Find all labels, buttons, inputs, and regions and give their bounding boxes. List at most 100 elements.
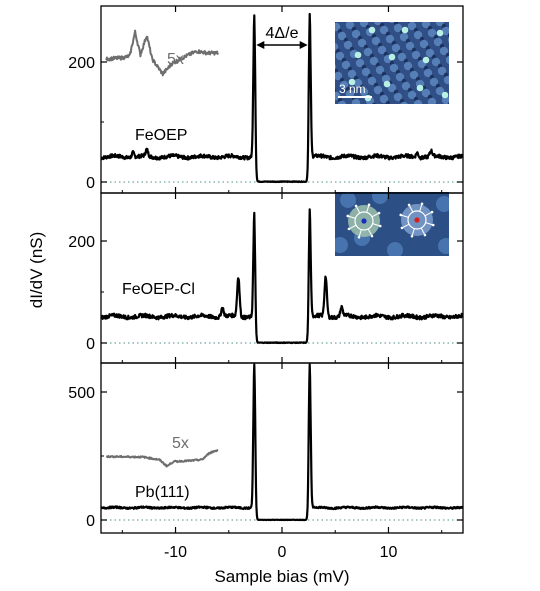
lattice-hole — [372, 102, 376, 104]
lattice-hole — [514, 63, 518, 67]
lattice-hole — [318, 91, 322, 95]
lattice-hole — [458, 71, 462, 75]
lattice-spot — [482, 41, 490, 49]
lattice-spot — [337, 31, 347, 41]
molecule-bond — [355, 205, 361, 214]
lattice-spot — [476, 101, 484, 109]
lattice-hole — [450, 13, 454, 17]
lattice-hole — [410, 0, 414, 3]
molecule-atom — [347, 227, 351, 231]
lattice-spot — [252, 0, 260, 3]
lattice-hole — [344, 107, 348, 111]
lattice-spot — [391, 43, 401, 53]
bright-molecule — [388, 53, 396, 61]
lattice-spot — [314, 65, 322, 73]
background-molecule — [340, 192, 356, 208]
lattice-hole — [447, 33, 449, 37]
lattice-hole — [468, 109, 472, 113]
lattice-hole — [502, 114, 506, 118]
lattice-spot — [288, 49, 296, 57]
lattice-hole — [536, 119, 540, 123]
lattice-spot — [350, 119, 358, 127]
lattice-spot — [466, 63, 474, 71]
lattice-hole — [494, 125, 498, 129]
lattice-hole — [488, 47, 492, 51]
lattice-hole — [298, 15, 302, 19]
lattice-spot — [526, 15, 534, 23]
lattice-hole — [300, 64, 304, 68]
lattice-spot — [406, 111, 414, 119]
lattice-hole — [486, 67, 490, 71]
lattice-spot — [452, 0, 460, 4]
magnified-trace-3 — [105, 448, 219, 468]
magnification-label: 5x — [167, 51, 184, 68]
lattice-spot — [375, 65, 385, 75]
lattice-spot — [484, 90, 492, 98]
lattice-spot — [320, 74, 328, 82]
lattice-hole — [330, 40, 334, 44]
lattice-spot — [286, 0, 294, 8]
molecule-bond — [401, 223, 410, 229]
lattice-spot — [351, 29, 361, 39]
lattice-spot — [409, 70, 419, 80]
lattice-hole — [466, 129, 470, 133]
lattice-spot — [388, 103, 392, 104]
lattice-spot — [355, 58, 365, 68]
lattice-spot — [432, 127, 440, 135]
lattice-hole — [422, 17, 426, 21]
lattice-spot — [478, 12, 486, 20]
molecule-ring — [407, 210, 427, 230]
lattice-hole — [362, 134, 366, 138]
molecule-atom — [377, 211, 381, 215]
lattice-spot — [413, 30, 423, 40]
lattice-hole — [478, 78, 482, 82]
lattice-spot — [336, 121, 344, 129]
lattice-spot — [516, 115, 524, 123]
lattice-spot — [397, 52, 407, 62]
background-molecule — [387, 242, 403, 256]
lattice-hole — [494, 56, 498, 60]
lattice-hole — [347, 22, 349, 23]
lattice-spot — [454, 45, 462, 53]
inset-image-feoep: 3 nm — [252, 0, 540, 145]
spectrum-trace-2 — [101, 208, 463, 345]
lattice-hole — [474, 118, 478, 122]
lattice-spot — [312, 85, 320, 93]
lattice-spot — [534, 73, 540, 81]
lattice-hole — [498, 85, 502, 89]
lattice-spot — [468, 43, 476, 51]
lattice-spot — [444, 7, 452, 15]
molecule-bond — [348, 224, 357, 230]
lattice-spot — [474, 121, 482, 129]
lattice-spot — [300, 67, 308, 75]
lattice-hole — [324, 100, 328, 104]
lattice-spot — [312, 16, 320, 24]
lattice-spot — [441, 26, 449, 36]
lattice-hole — [484, 87, 488, 91]
molecule-atom — [410, 234, 414, 238]
lattice-spot — [506, 77, 514, 85]
lattice-hole — [304, 24, 308, 28]
lattice-hole — [318, 22, 322, 26]
lattice-hole — [382, 141, 386, 145]
inset-scale-label: 3 nm — [339, 82, 366, 96]
background-molecule — [438, 238, 449, 254]
lattice-spot — [522, 55, 530, 63]
bright-molecule — [368, 26, 376, 34]
lattice-spot — [532, 93, 540, 101]
lattice-spot — [472, 72, 480, 80]
lattice-spot — [466, 0, 474, 2]
lattice-spot — [357, 38, 367, 48]
lattice-hole — [348, 136, 352, 140]
lattice-hole — [420, 106, 424, 110]
molecule-bond — [411, 228, 415, 237]
lattice-spot — [460, 54, 468, 62]
lattice-hole — [378, 112, 382, 116]
lattice-hole — [447, 102, 449, 104]
lattice-spot — [387, 83, 397, 93]
lattice-spot — [399, 32, 409, 42]
lattice-spot — [337, 100, 347, 104]
lattice-hole — [496, 105, 500, 109]
gap-arrow-head-right — [299, 41, 308, 49]
lattice-hole — [498, 16, 502, 20]
